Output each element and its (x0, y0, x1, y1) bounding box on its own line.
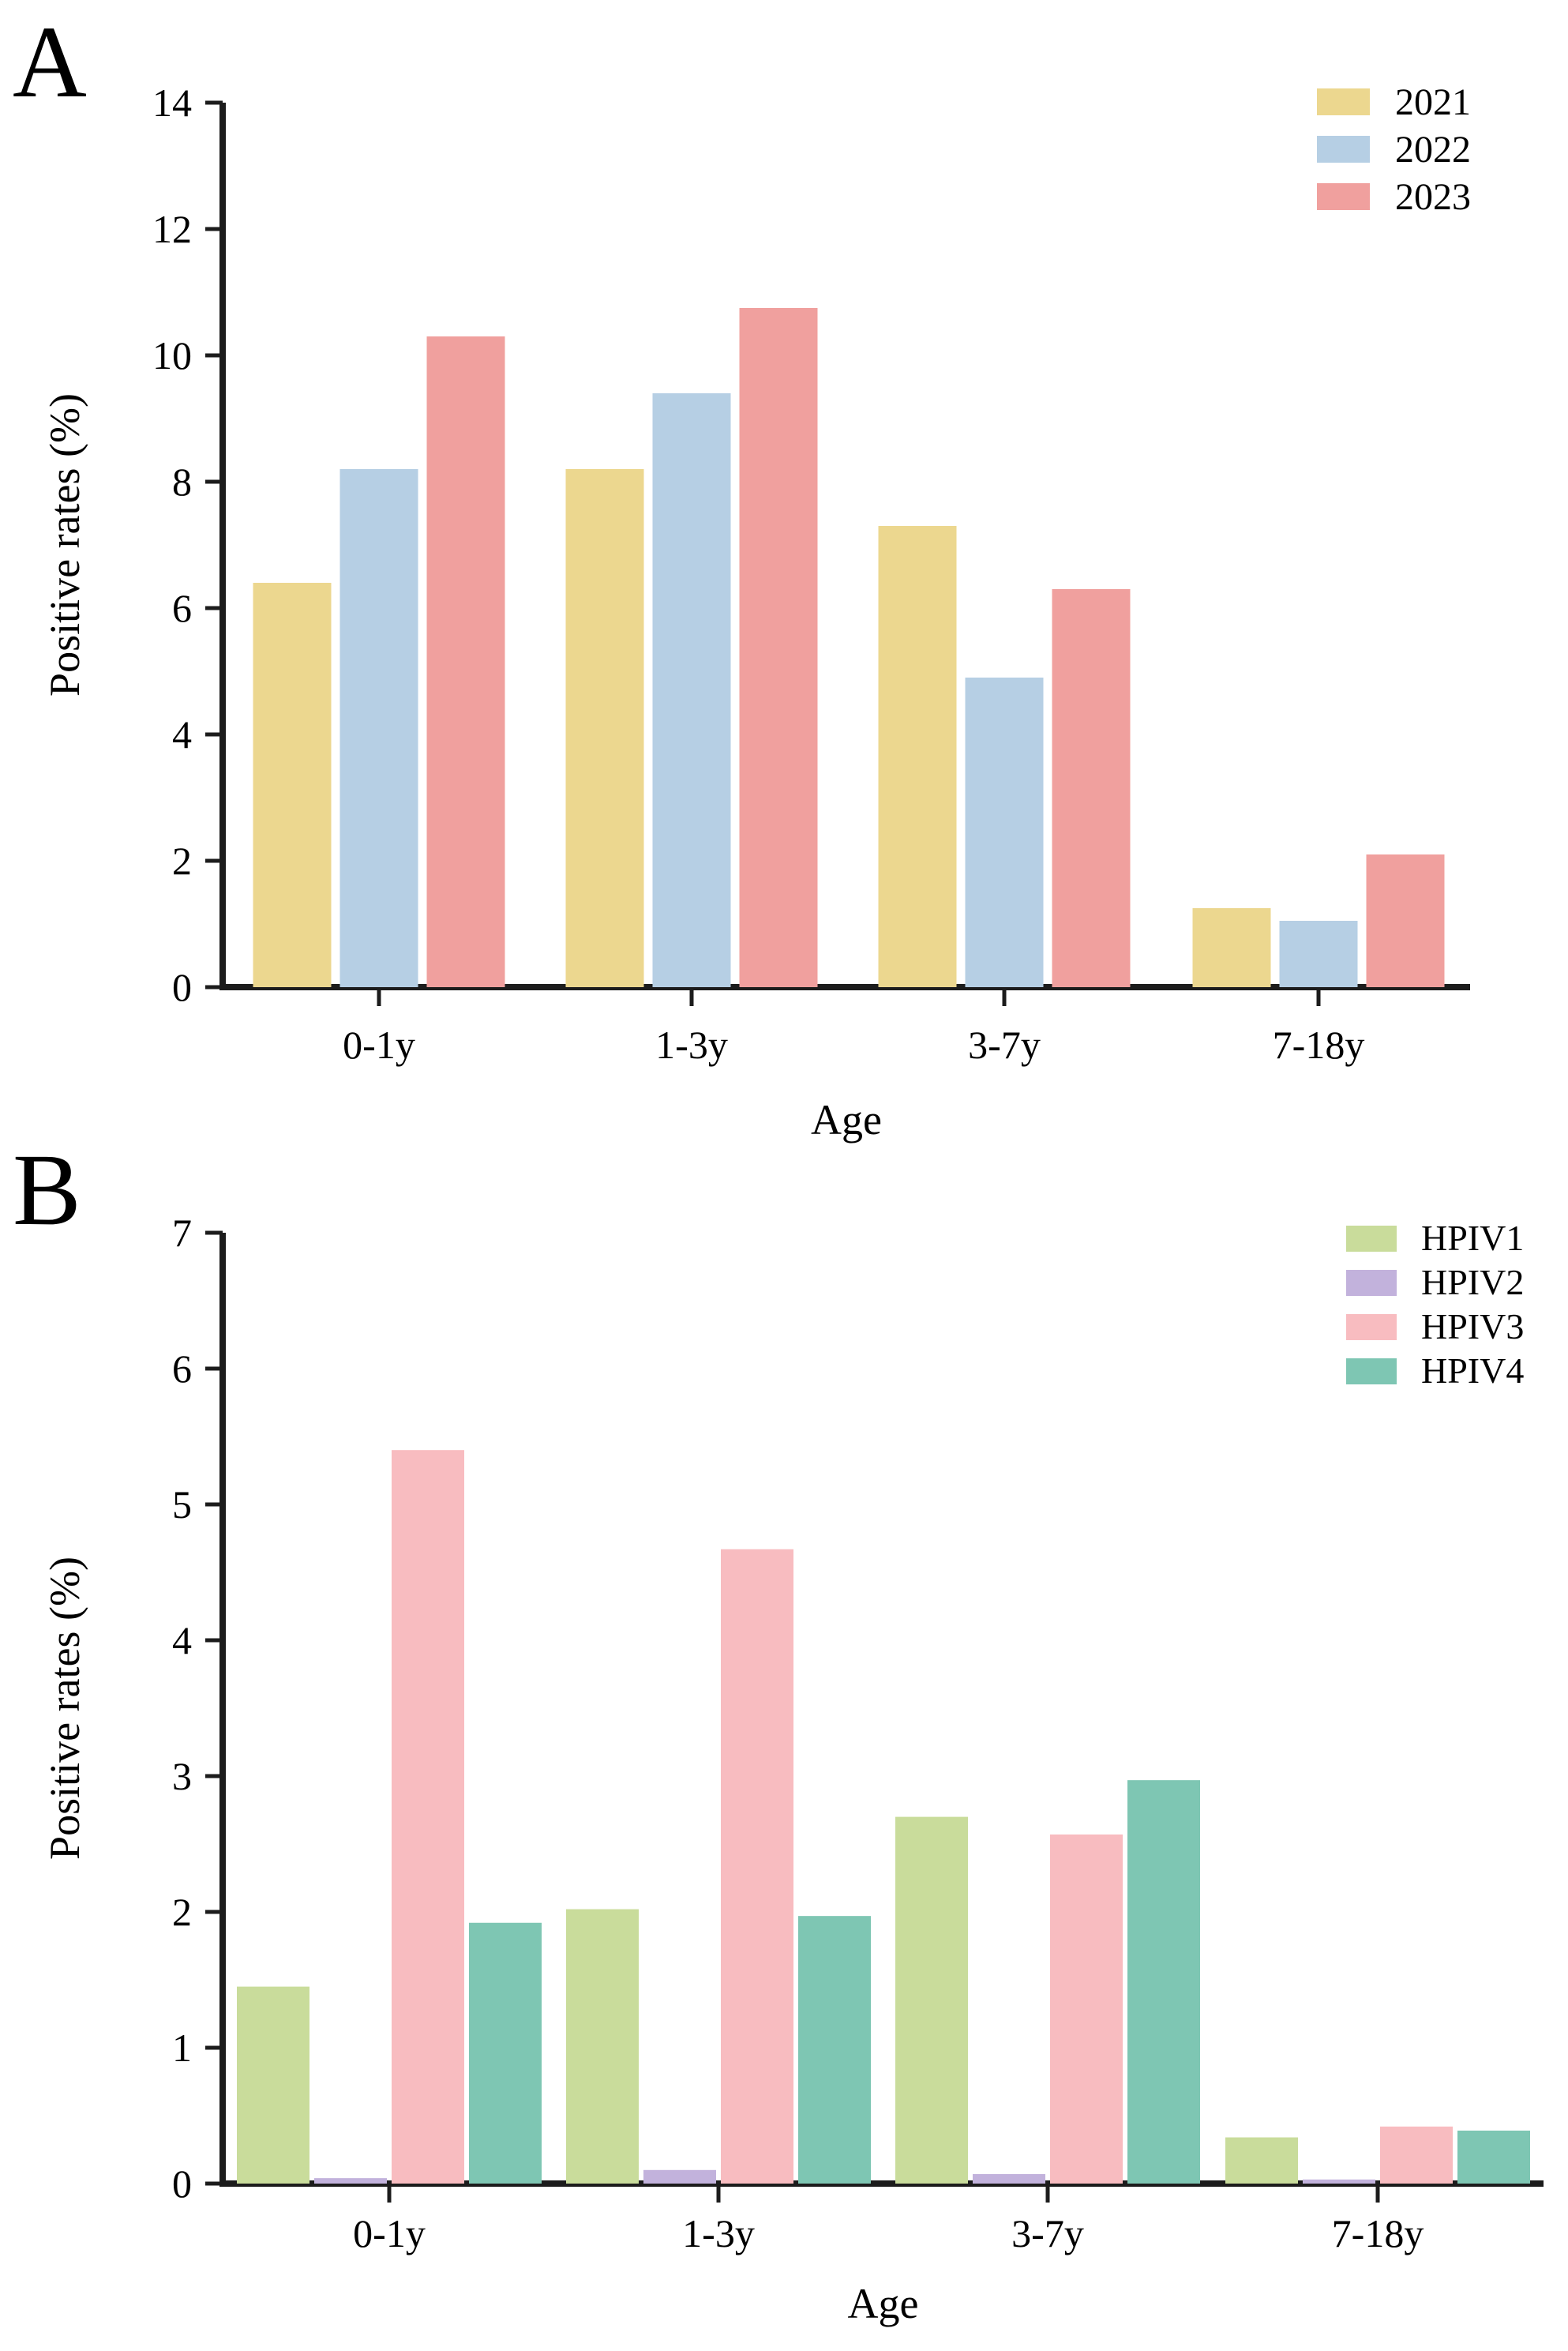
bar-HPIV1-7-18y (1225, 2137, 1298, 2184)
bar-2022-1-3y (652, 393, 731, 987)
bar-HPIV4-7-18y (1457, 2130, 1530, 2184)
panel-b-y-tick-label: 5 (172, 1482, 192, 1527)
legend-swatch-HPIV4 (1346, 1358, 1397, 1384)
bar-HPIV2-3-7y (973, 2173, 1045, 2184)
panel-b-y-tick-label: 3 (172, 1754, 192, 1798)
bar-HPIV4-3-7y (1127, 1780, 1200, 2184)
panel-b-label: B (13, 1133, 81, 1247)
bar-2021-7-18y (1192, 908, 1271, 987)
bar-2023-0-1y (426, 336, 505, 987)
panel-b-x-tick-label: 7-18y (1332, 2211, 1424, 2255)
bar-HPIV3-3-7y (1050, 1834, 1123, 2184)
panel-a-y-axis-title: Positive rates (%) (41, 393, 88, 697)
panel-a-y-tick-label: 4 (172, 712, 192, 757)
legend-label-HPIV3: HPIV3 (1421, 1306, 1524, 1346)
panel-a-y-tick-label: 0 (172, 965, 192, 1009)
panel-a-y-tick-label: 14 (152, 81, 192, 125)
bar-2021-1-3y (565, 469, 644, 987)
panel-b-y-tick-label: 4 (172, 1618, 192, 1662)
panel-b-y-tick-label: 6 (172, 1346, 192, 1391)
legend-swatch-2021 (1317, 88, 1370, 115)
panel-a-x-axis-title: Age (811, 1096, 882, 1144)
legend-swatch-2023 (1317, 183, 1370, 210)
panel-a-x-tick-label: 7-18y (1273, 1023, 1365, 1067)
panel-b-y-axis-title: Positive rates (%) (41, 1557, 88, 1860)
panel-b-y-tick-label: 2 (172, 1890, 192, 1934)
bar-2021-3-7y (878, 526, 957, 987)
panel-a-label: A (13, 6, 87, 119)
bar-HPIV3-7-18y (1380, 2126, 1453, 2184)
bar-2022-3-7y (965, 678, 1044, 987)
bar-HPIV1-0-1y (237, 1986, 309, 2184)
panel-a-y-tick-label: 8 (172, 460, 192, 504)
panel-a-y-tick-label: 6 (172, 586, 192, 630)
legend-label-HPIV4: HPIV4 (1421, 1350, 1524, 1391)
bar-HPIV3-0-1y (392, 1450, 464, 2184)
bar-HPIV1-1-3y (566, 1909, 639, 2184)
bar-HPIV4-0-1y (469, 1922, 542, 2184)
panel-b-y-tick-label: 7 (172, 1211, 192, 1255)
legend-swatch-HPIV1 (1346, 1226, 1397, 1252)
legend-label-HPIV1: HPIV1 (1421, 1218, 1524, 1258)
panel-a-y-tick-label: 12 (152, 207, 192, 251)
panel-a-x-tick-label: 0-1y (343, 1023, 415, 1067)
bar-HPIV2-1-3y (643, 2169, 716, 2184)
panel-a-y-tick-label: 2 (172, 839, 192, 883)
bar-2022-0-1y (339, 469, 418, 987)
panel-b-x-tick-label: 1-3y (682, 2211, 755, 2255)
legend-swatch-HPIV3 (1346, 1314, 1397, 1340)
legend-label-2022: 2022 (1395, 129, 1471, 171)
bar-HPIV2-0-1y (314, 2178, 387, 2184)
panel-b-x-tick-label: 3-7y (1011, 2211, 1084, 2255)
panel-b-y-tick-label: 1 (172, 2026, 192, 2070)
panel-a-x-tick-label: 1-3y (655, 1023, 728, 1067)
bar-2022-7-18y (1279, 921, 1358, 987)
bar-2023-1-3y (739, 308, 818, 987)
bar-2021-0-1y (253, 583, 332, 987)
panel-b-y-tick-label: 0 (172, 2161, 192, 2206)
bar-HPIV3-1-3y (721, 1549, 793, 2184)
legend-label-HPIV2: HPIV2 (1421, 1262, 1524, 1302)
panel-b-x-axis-title: Age (848, 2280, 919, 2327)
bar-HPIV4-1-3y (798, 1916, 871, 2184)
bar-2023-7-18y (1366, 854, 1445, 987)
bar-2023-3-7y (1052, 589, 1131, 987)
legend-swatch-2022 (1317, 136, 1370, 163)
bar-HPIV2-7-18y (1303, 2179, 1375, 2184)
legend-swatch-HPIV2 (1346, 1270, 1397, 1296)
bar-HPIV1-3-7y (895, 1816, 968, 2184)
legend-label-2023: 2023 (1395, 176, 1471, 218)
legend-label-2021: 2021 (1395, 81, 1471, 123)
panel-a-x-tick-label: 3-7y (968, 1023, 1041, 1067)
panel-a-y-tick-label: 10 (152, 333, 192, 377)
panel-b-x-tick-label: 0-1y (353, 2211, 426, 2255)
